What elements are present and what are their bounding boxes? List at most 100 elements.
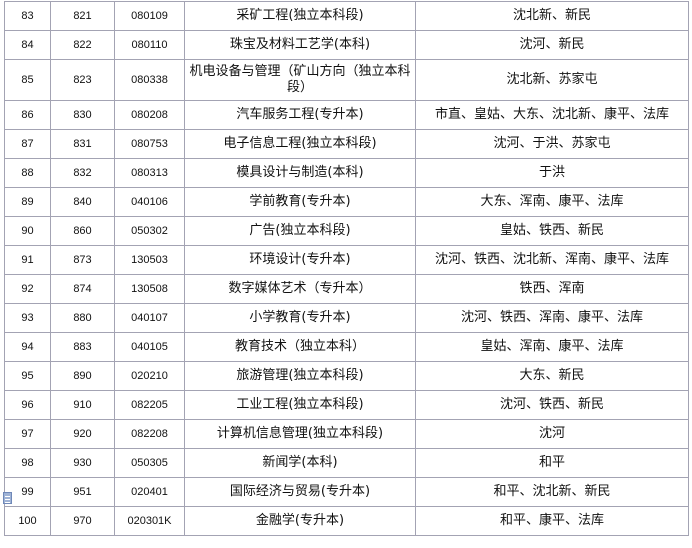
major-code-cell: 020210 (114, 361, 185, 391)
table-row: 93 880 040107 小学教育(专升本) 沈河、铁西、浑南、康平、法库 (4, 303, 689, 333)
table-row: 85 823 080338 机电设备与管理（矿山方向（独立本科段） 沈北新、苏家屯 (4, 59, 689, 101)
course-code-cell: 822 (50, 30, 115, 60)
course-code-cell: 970 (50, 506, 115, 536)
major-name-cell: 国际经济与贸易(专升本) (184, 477, 416, 507)
regions-cell: 大东、新民 (415, 361, 689, 391)
course-code-cell: 890 (50, 361, 115, 391)
major-name-cell: 环境设计(专升本) (184, 245, 416, 275)
row-index-cell: 93 (4, 303, 51, 333)
regions-cell: 沈北新、新民 (415, 1, 689, 31)
row-index-cell: 88 (4, 158, 51, 188)
table-row: 88 832 080313 模具设计与制造(本科) 于洪 (4, 158, 689, 188)
table-row: 97 920 082208 计算机信息管理(独立本科段) 沈河 (4, 419, 689, 449)
major-code-cell: 050305 (114, 448, 185, 478)
table-row: 89 840 040106 学前教育(专升本) 大东、浑南、康平、法库 (4, 187, 689, 217)
course-code-cell: 910 (50, 390, 115, 420)
major-code-cell: 080753 (114, 129, 185, 159)
major-name-cell: 电子信息工程(独立本科段) (184, 129, 416, 159)
major-code-cell: 040107 (114, 303, 185, 333)
row-index-cell: 84 (4, 30, 51, 60)
regions-cell: 皇姑、铁西、新民 (415, 216, 689, 246)
table-row: 90 860 050302 广告(独立本科段) 皇姑、铁西、新民 (4, 216, 689, 246)
major-name-cell: 工业工程(独立本科段) (184, 390, 416, 420)
major-code-cell: 080208 (114, 100, 185, 130)
major-code-cell: 080109 (114, 1, 185, 31)
table-row: 100 970 020301K 金融学(专升本) 和平、康平、法库 (4, 506, 689, 536)
major-code-cell: 020301K (114, 506, 185, 536)
course-code-cell: 880 (50, 303, 115, 333)
row-index-cell: 90 (4, 216, 51, 246)
course-code-cell: 832 (50, 158, 115, 188)
row-index-cell: 100 (4, 506, 51, 536)
course-code-cell: 831 (50, 129, 115, 159)
row-index-cell: 98 (4, 448, 51, 478)
major-code-cell: 082208 (114, 419, 185, 449)
row-index-cell: 96 (4, 390, 51, 420)
regions-cell: 皇姑、浑南、康平、法库 (415, 332, 689, 362)
major-code-cell: 082205 (114, 390, 185, 420)
table-row: 99 951 020401 国际经济与贸易(专升本) 和平、沈北新、新民 (4, 477, 689, 507)
regions-cell: 和平、康平、法库 (415, 506, 689, 536)
major-code-cell: 080338 (114, 59, 185, 101)
regions-cell: 市直、皇姑、大东、沈北新、康平、法库 (415, 100, 689, 130)
regions-cell: 沈河、铁西、新民 (415, 390, 689, 420)
major-code-cell: 040106 (114, 187, 185, 217)
row-index-cell: 85 (4, 59, 51, 101)
row-index-cell: 95 (4, 361, 51, 391)
row-index-cell: 97 (4, 419, 51, 449)
regions-cell: 沈河 (415, 419, 689, 449)
document-icon[interactable] (3, 492, 12, 504)
major-code-cell: 080313 (114, 158, 185, 188)
major-name-cell: 教育技术（独立本科） (184, 332, 416, 362)
major-code-cell: 040105 (114, 332, 185, 362)
row-index-cell: 94 (4, 332, 51, 362)
regions-cell: 大东、浑南、康平、法库 (415, 187, 689, 217)
course-code-cell: 874 (50, 274, 115, 304)
major-code-cell: 130503 (114, 245, 185, 275)
major-name-cell: 采矿工程(独立本科段) (184, 1, 416, 31)
regions-cell: 沈河、于洪、苏家屯 (415, 129, 689, 159)
course-code-cell: 951 (50, 477, 115, 507)
table-row: 86 830 080208 汽车服务工程(专升本) 市直、皇姑、大东、沈北新、康平、法库 (4, 100, 689, 130)
row-index-cell: 86 (4, 100, 51, 130)
major-name-cell: 金融学(专升本) (184, 506, 416, 536)
table-row: 98 930 050305 新闻学(本科) 和平 (4, 448, 689, 478)
course-code-cell: 930 (50, 448, 115, 478)
row-index-cell: 87 (4, 129, 51, 159)
row-index-cell: 89 (4, 187, 51, 217)
regions-cell: 铁西、浑南 (415, 274, 689, 304)
regions-cell: 沈河、铁西、浑南、康平、法库 (415, 303, 689, 333)
table-row: 87 831 080753 电子信息工程(独立本科段) 沈河、于洪、苏家屯 (4, 129, 689, 159)
course-code-cell: 920 (50, 419, 115, 449)
table-row: 92 874 130508 数字媒体艺术（专升本） 铁西、浑南 (4, 274, 689, 304)
major-code-cell: 130508 (114, 274, 185, 304)
major-region-table: 83 821 080109 采矿工程(独立本科段) 沈北新、新民 84 822 080110 珠… (4, 1, 689, 536)
regions-cell: 沈北新、苏家屯 (415, 59, 689, 101)
major-code-cell: 080110 (114, 30, 185, 60)
course-code-cell: 860 (50, 216, 115, 246)
major-name-cell: 数字媒体艺术（专升本） (184, 274, 416, 304)
major-code-cell: 020401 (114, 477, 185, 507)
major-name-cell: 计算机信息管理(独立本科段) (184, 419, 416, 449)
row-index-cell: 92 (4, 274, 51, 304)
row-index-cell: 83 (4, 1, 51, 31)
major-name-cell: 汽车服务工程(专升本) (184, 100, 416, 130)
major-name-cell: 珠宝及材料工艺学(本科) (184, 30, 416, 60)
course-code-cell: 830 (50, 100, 115, 130)
major-name-cell: 广告(独立本科段) (184, 216, 416, 246)
table-row: 83 821 080109 采矿工程(独立本科段) 沈北新、新民 (4, 1, 689, 31)
regions-cell: 沈河、铁西、沈北新、浑南、康平、法库 (415, 245, 689, 275)
course-code-cell: 821 (50, 1, 115, 31)
table-row: 84 822 080110 珠宝及材料工艺学(本科) 沈河、新民 (4, 30, 689, 60)
regions-cell: 和平、沈北新、新民 (415, 477, 689, 507)
major-code-cell: 050302 (114, 216, 185, 246)
table-row: 91 873 130503 环境设计(专升本) 沈河、铁西、沈北新、浑南、康平、法库 (4, 245, 689, 275)
major-name-cell: 旅游管理(独立本科段) (184, 361, 416, 391)
major-name-cell: 新闻学(本科) (184, 448, 416, 478)
table-row: 94 883 040105 教育技术（独立本科） 皇姑、浑南、康平、法库 (4, 332, 689, 362)
course-code-cell: 883 (50, 332, 115, 362)
major-name-cell: 机电设备与管理（矿山方向（独立本科段） (184, 59, 416, 101)
major-name-cell: 学前教育(专升本) (184, 187, 416, 217)
regions-cell: 沈河、新民 (415, 30, 689, 60)
table-row: 95 890 020210 旅游管理(独立本科段) 大东、新民 (4, 361, 689, 391)
